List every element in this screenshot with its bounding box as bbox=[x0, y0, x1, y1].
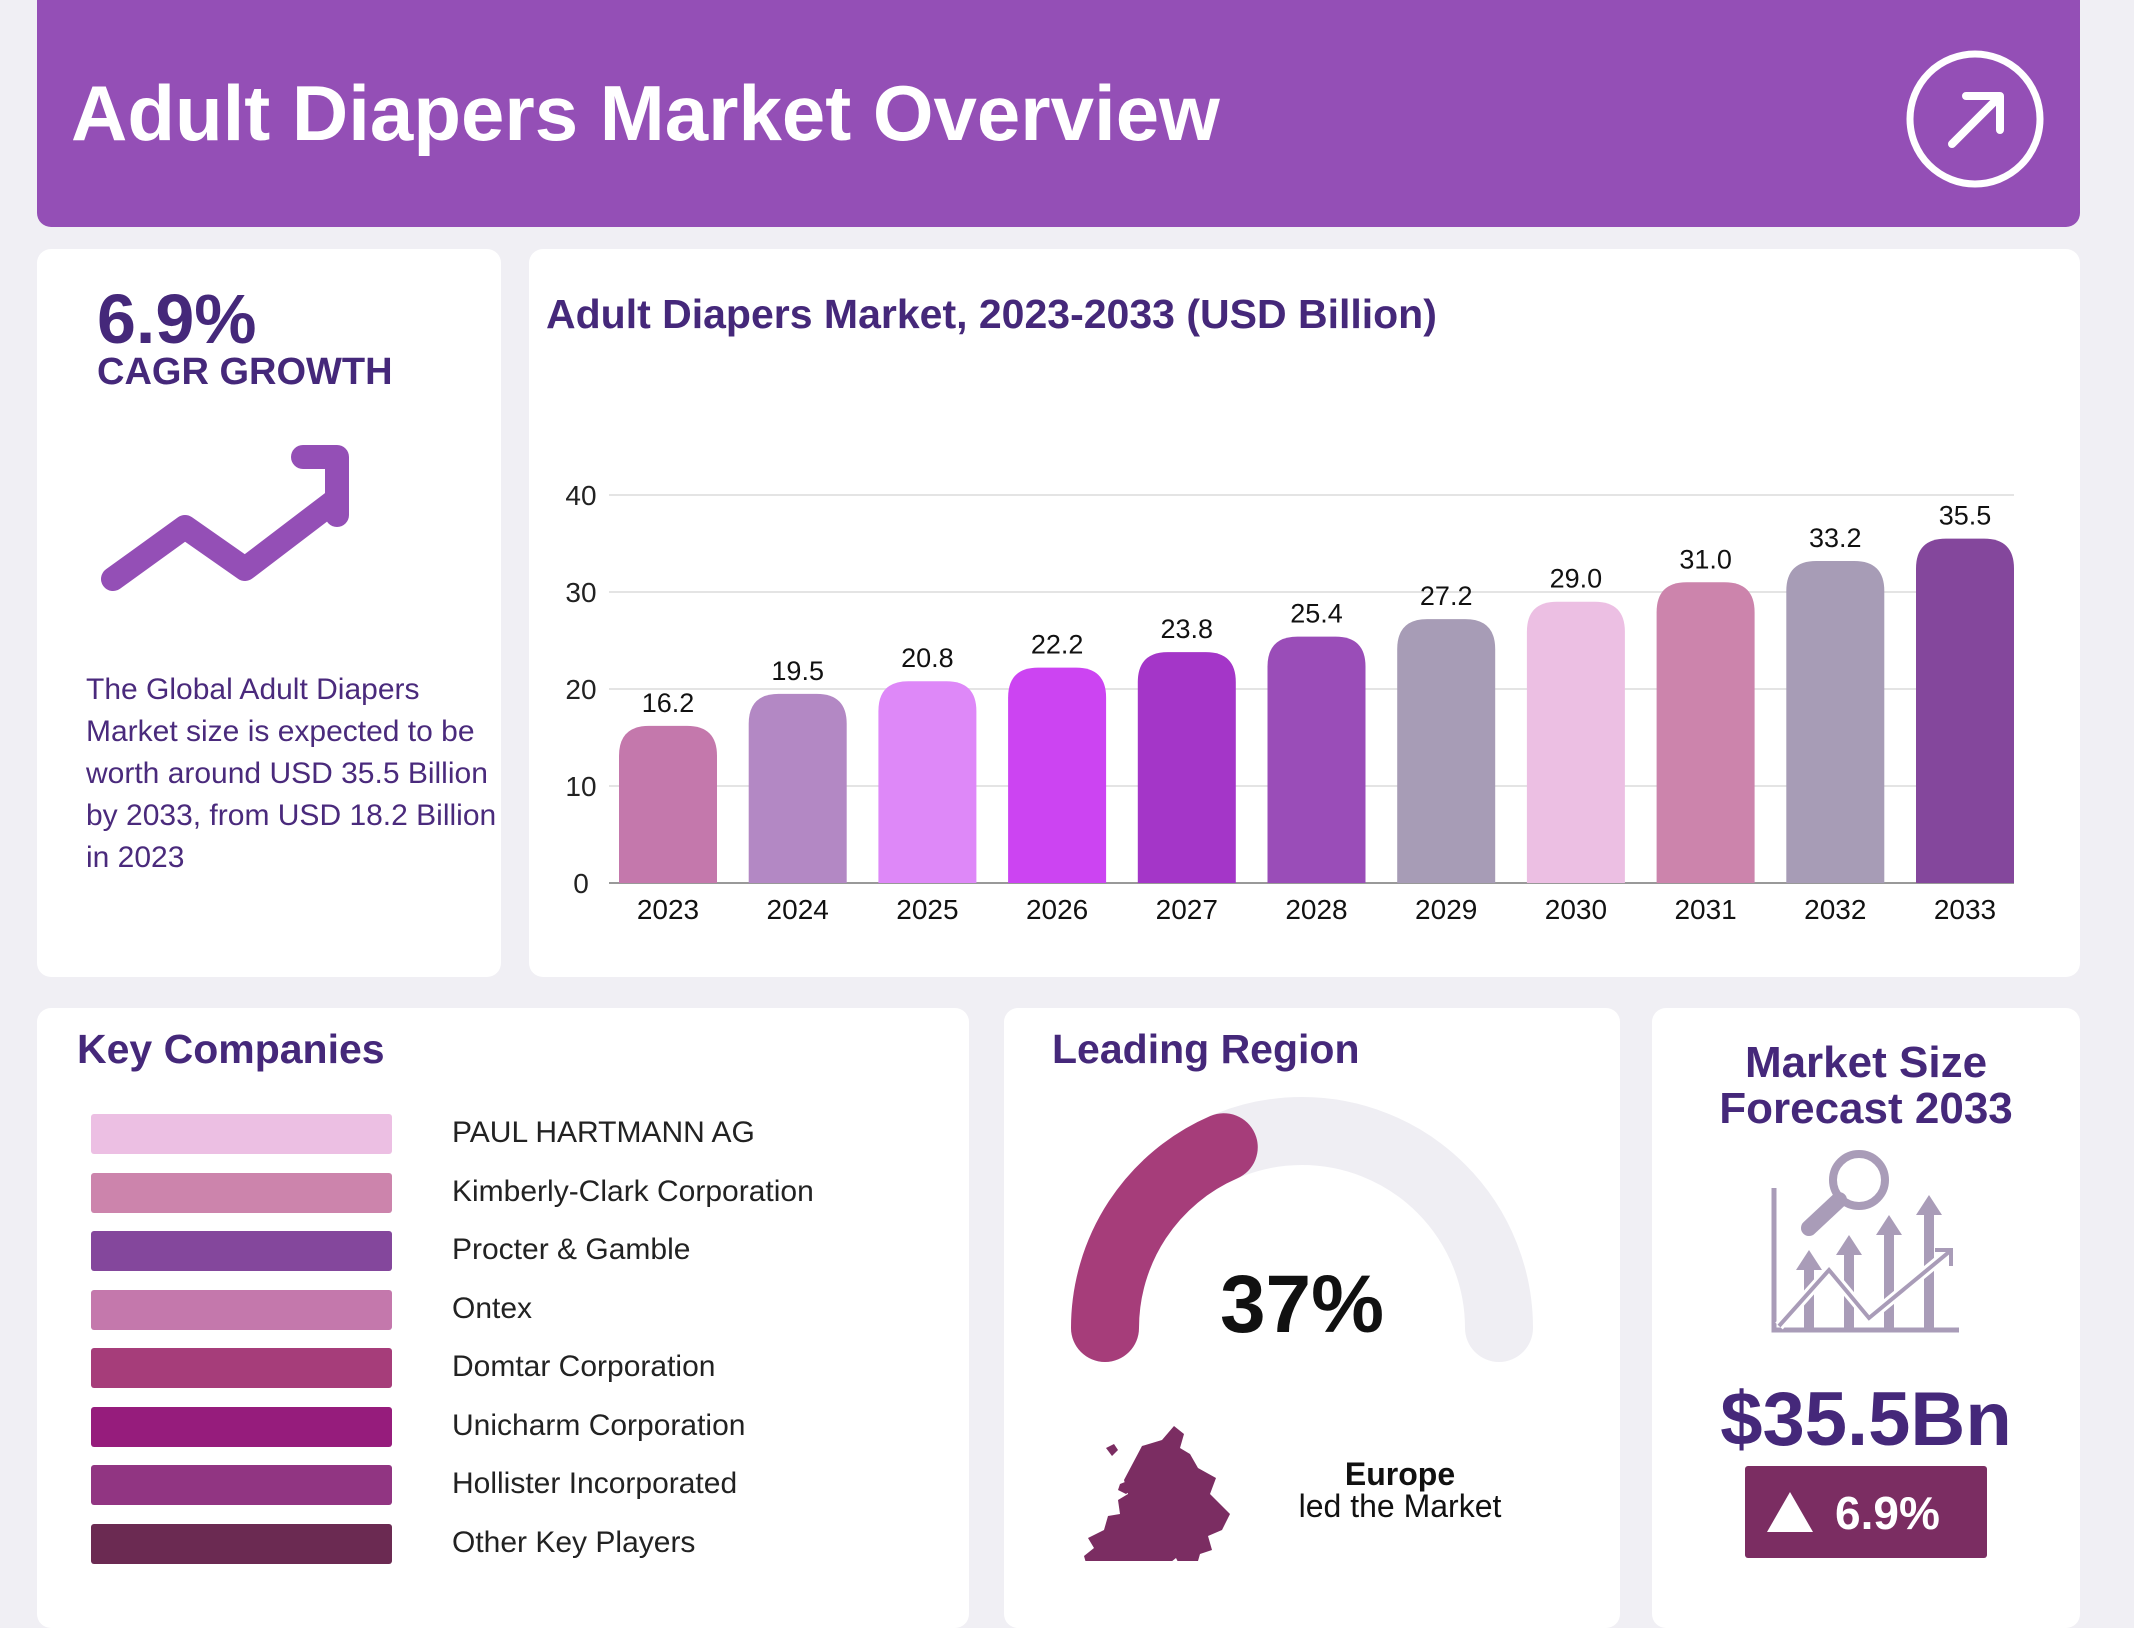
company-name: PAUL HARTMANN AG bbox=[452, 1116, 755, 1149]
bar-2032 bbox=[1786, 560, 1885, 883]
bar-2026 bbox=[1008, 667, 1107, 883]
company-name: Unicharm Corporation bbox=[452, 1408, 746, 1442]
bar-data-label: 19.5 bbox=[771, 656, 824, 686]
key-companies-card: Key Companies PAUL HARTMANN AG Kimberly-C… bbox=[37, 1008, 969, 1628]
forecast-title-1: Market Size bbox=[1744, 1038, 1988, 1087]
company-color-swatch bbox=[91, 1465, 392, 1505]
bar-data-label: 25.4 bbox=[1290, 599, 1343, 629]
europe-map-icon bbox=[1084, 1426, 1230, 1561]
company-name: Procter & Gamble bbox=[452, 1233, 691, 1266]
chart-title: Adult Diapers Market, 2023-2033 (USD Bil… bbox=[546, 291, 1437, 337]
x-tick-label: 2033 bbox=[1934, 894, 1996, 925]
region-gauge bbox=[1071, 1097, 1533, 1362]
region-share: 37% bbox=[1219, 1259, 1385, 1350]
cagr-label: CAGR GROWTH bbox=[97, 351, 393, 393]
company-name: Kimberly-Clark Corporation bbox=[452, 1174, 814, 1208]
company-name: Domtar Corporation bbox=[452, 1350, 716, 1383]
y-tick-label: 30 bbox=[565, 577, 596, 608]
bar-2033 bbox=[1916, 538, 2014, 883]
x-tick-label: 2028 bbox=[1285, 894, 1347, 925]
bar-2023 bbox=[619, 725, 717, 883]
bar-data-label: 33.2 bbox=[1809, 523, 1862, 553]
bar-data-label: 29.0 bbox=[1550, 564, 1603, 594]
growth-badge: 6.9% bbox=[1745, 1466, 1987, 1558]
bar-data-label: 23.8 bbox=[1161, 614, 1214, 644]
x-tick-label: 2027 bbox=[1156, 894, 1218, 925]
company-color-swatch bbox=[91, 1348, 392, 1388]
bar-data-label: 27.2 bbox=[1420, 581, 1473, 611]
companies-title: Key Companies bbox=[77, 1026, 385, 1072]
leading-region-card: Leading Region 37% Europe led the Market bbox=[1004, 1008, 1620, 1628]
forecast-title-2: Forecast 2033 bbox=[1719, 1084, 2013, 1133]
company-color-swatch bbox=[91, 1172, 392, 1213]
region-name: Europe bbox=[1344, 1456, 1456, 1492]
triangle-up-icon bbox=[1767, 1492, 1813, 1532]
forecast-value: $35.5Bn bbox=[1720, 1377, 2012, 1462]
company-name: Hollister Incorporated bbox=[452, 1467, 738, 1500]
header-banner: Adult Diapers Market Overview bbox=[37, 0, 2080, 227]
forecast-card: Market Size Forecast 2033 $35.5Bn 6.9% bbox=[1652, 1008, 2080, 1628]
bar-2031 bbox=[1656, 582, 1755, 883]
y-tick-label: 40 bbox=[565, 480, 596, 511]
x-tick-label: 2026 bbox=[1026, 894, 1088, 925]
company-color-swatch bbox=[91, 1406, 392, 1447]
company-color-swatch bbox=[91, 1523, 392, 1564]
x-tick-label: 2031 bbox=[1674, 894, 1736, 925]
bar-2024 bbox=[748, 693, 847, 883]
chart-magnifier-icon bbox=[1771, 1150, 1959, 1333]
bar-2027 bbox=[1137, 652, 1236, 883]
cagr-card: 6.9% CAGR GROWTH The Global Adult Diaper… bbox=[37, 249, 501, 977]
y-tick-label: 10 bbox=[565, 771, 596, 802]
company-color-swatch bbox=[91, 1231, 392, 1271]
x-tick-label: 2023 bbox=[637, 894, 699, 925]
market-description: The Global Adult Diapers Market size is … bbox=[86, 673, 497, 874]
bar-data-label: 31.0 bbox=[1679, 544, 1732, 574]
y-tick-label: 20 bbox=[565, 674, 596, 705]
x-tick-label: 2032 bbox=[1804, 894, 1866, 925]
bar-2029 bbox=[1397, 619, 1496, 883]
y-tick-label: 0 bbox=[573, 868, 589, 899]
page-title: Adult Diapers Market Overview bbox=[71, 69, 1220, 157]
cagr-value: 6.9% bbox=[97, 280, 257, 358]
trend-up-arrow-icon bbox=[101, 445, 349, 591]
x-tick-label: 2029 bbox=[1415, 894, 1477, 925]
growth-value: 6.9% bbox=[1835, 1487, 1940, 1539]
bar-chart: 01020304016.2202319.5202420.8202522.2202… bbox=[565, 480, 2014, 925]
company-name: Ontex bbox=[452, 1291, 533, 1325]
bar-2028 bbox=[1267, 636, 1366, 883]
bar-data-label: 16.2 bbox=[642, 688, 695, 718]
company-color-swatch bbox=[91, 1114, 392, 1154]
bar-2030 bbox=[1526, 601, 1625, 883]
company-color-swatch bbox=[91, 1289, 392, 1330]
gauge-fill bbox=[1071, 1113, 1258, 1362]
arrow-up-right-circle-icon[interactable] bbox=[1904, 48, 2046, 190]
chart-card: Adult Diapers Market, 2023-2033 (USD Bil… bbox=[529, 249, 2080, 977]
bar-data-label: 22.2 bbox=[1031, 630, 1084, 660]
bar-data-label: 35.5 bbox=[1939, 501, 1992, 531]
region-title: Leading Region bbox=[1052, 1026, 1360, 1072]
x-tick-label: 2024 bbox=[767, 894, 829, 925]
x-tick-label: 2030 bbox=[1545, 894, 1607, 925]
x-tick-label: 2025 bbox=[896, 894, 958, 925]
bar-data-label: 20.8 bbox=[901, 643, 954, 673]
company-name: Other Key Players bbox=[452, 1525, 696, 1559]
bar-2025 bbox=[878, 681, 977, 883]
region-caption: led the Market bbox=[1298, 1488, 1502, 1524]
